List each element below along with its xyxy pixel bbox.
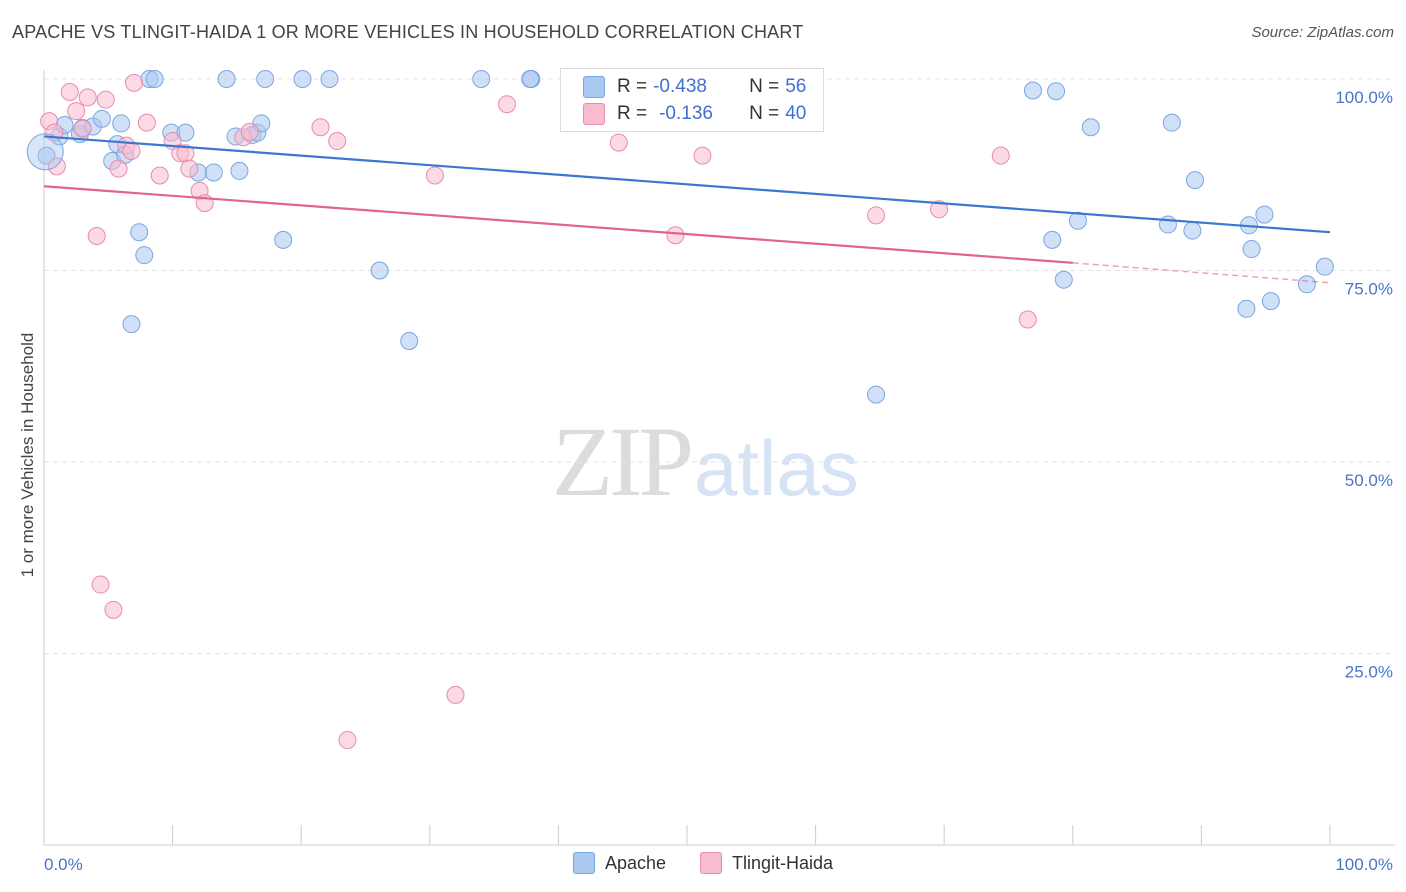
legend: Apache Tlingit-Haida [0,852,1406,874]
chart-source: Source: ZipAtlas.com [1251,24,1394,41]
apache-point [400,331,419,350]
chart-title: APACHE VS TLINGIT-HAIDA 1 OR MORE VEHICL… [12,22,804,42]
y-tick-label: 75.0% [1345,280,1393,299]
y-tick-label: 25.0% [1345,663,1393,682]
apache-point [256,70,275,88]
legend-apache-label: Apache [604,852,666,873]
tlingit-haida-point [73,119,92,138]
apache-point [145,70,164,88]
apache-point [135,246,154,265]
tlingit-haida-trend-extension [1072,262,1331,284]
apache-point [26,133,64,171]
stats-row-apache: R = -0.438 N = 56 [583,74,806,100]
stats-row-tlingit: R = -0.136 N = 40 [583,101,806,127]
apache-point [320,70,339,88]
tlingit-haida-point [991,146,1010,165]
apache-swatch [583,76,605,98]
tlingit-haida-point [60,83,79,102]
r-label: R = [617,103,648,124]
apache-point [92,109,111,128]
legend-apache-swatch [572,852,595,874]
x-tick-label-min: 0.0% [44,855,83,874]
tlingit-haida-point [328,132,347,151]
tlingit-haida-point [122,142,141,161]
tlingit-haida-point [311,118,330,137]
apache-point [1237,299,1256,318]
y-tick-label: 50.0% [1345,471,1393,490]
n-label: N = [749,103,780,124]
tlingit-haida-point [425,166,444,185]
apache-point [867,385,886,404]
tlingit-haida-point [240,122,259,141]
apache-point [112,114,131,133]
stats-legend: R = -0.438 N = 56 R = -0.136 N = 40 [560,68,824,132]
tlingit-haida-point [497,95,516,114]
apache-point [1255,205,1274,224]
apache-point [1081,118,1100,137]
apache-point [1043,230,1062,249]
n-label: N = [749,76,780,97]
apache-point [521,70,540,88]
tlingit-haida-point [67,102,86,121]
apache-point [1162,113,1181,132]
apache-point [293,70,312,88]
tlingit-haida-point [91,575,110,594]
apache-point [370,261,389,280]
apache-point [274,230,293,249]
legend-item-tlingit-haida[interactable]: Tlingit-Haida [700,852,833,874]
tlingit-haida-point [150,166,169,185]
tlingit-haida-point [180,159,199,178]
tlingit-haida-point [867,206,886,225]
r-label: R = [617,76,648,97]
apache-point [130,223,149,242]
tlingit-haida-point [78,88,97,107]
legend-tlingit-label: Tlingit-Haida [732,852,834,873]
apache-point [1047,82,1066,101]
legend-tlingit-swatch [700,852,722,874]
apache-point [1297,275,1316,294]
apache-point [472,70,491,88]
tlingit-haida-point [109,159,128,178]
tlingit-haida-point [1018,310,1037,329]
n-value-tlingit: 40 [785,103,807,124]
apache-point [217,70,236,88]
apache-point [230,161,249,180]
tlingit-haida-point [104,600,123,619]
tlingit-haida-point [930,200,949,219]
watermark-atlas: atlas [694,424,859,512]
apache-point [1242,240,1261,259]
tlingit-haida-point [87,227,106,246]
apache-point [204,163,223,182]
apache-point [1068,211,1087,230]
r-value-apache: -0.438 [653,76,707,97]
y-tick-label: 100.0% [1335,88,1393,107]
apache-point [122,315,141,334]
tlingit-haida-trend-line [43,185,1073,264]
apache-point [1261,292,1280,311]
tlingit-haida-point [609,133,628,152]
tlingit-haida-point [446,685,465,704]
apache-point [1023,81,1042,100]
tlingit-haida-point [47,157,66,176]
tlingit-haida-point [96,90,115,109]
x-tick-label-max: 100.0% [1335,855,1393,874]
tlingit-haida-point [666,226,685,245]
apache-trend-line [43,135,1331,234]
apache-point [1315,257,1334,276]
n-value-apache: 56 [785,76,807,97]
tlingit-haida-point [137,113,156,132]
tlingit-haida-point [125,73,144,92]
tlingit-haida-point [338,731,357,750]
apache-point [1183,221,1202,240]
apache-point [176,123,195,142]
tlingit-haida-point [693,146,712,165]
apache-point [1185,171,1204,190]
apache-point [1054,270,1073,289]
legend-item-apache[interactable]: Apache [572,852,666,874]
r-value-tlingit: -0.136 [659,103,713,124]
tlingit-swatch [583,103,605,125]
